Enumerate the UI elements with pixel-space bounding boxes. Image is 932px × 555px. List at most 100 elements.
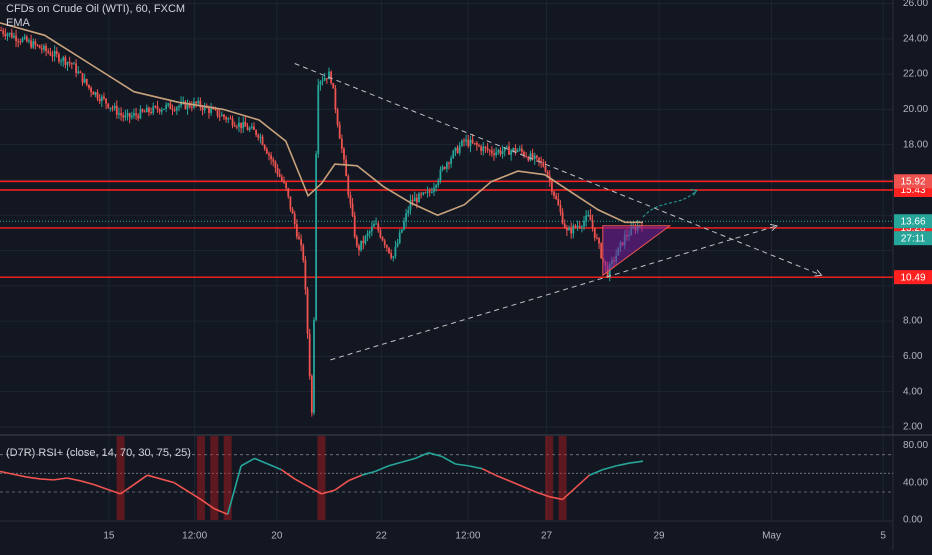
x-tick-label: 12:00 (182, 531, 207, 542)
candle-body (497, 150, 500, 153)
price-tag-text: 13.66 (900, 216, 925, 227)
candle-body (390, 253, 393, 258)
candle-body (109, 107, 112, 109)
x-tick-label: 12:00 (455, 531, 480, 542)
candle-body (178, 105, 180, 108)
candle-body (516, 150, 519, 152)
x-tick-label: 15 (103, 531, 115, 542)
candle-body (428, 191, 431, 193)
rsi-line-segment (495, 474, 510, 482)
candle-body (66, 62, 69, 65)
candle-body (332, 83, 335, 89)
candle-body (394, 246, 397, 257)
candle-body (430, 191, 433, 193)
candle-body (77, 71, 80, 73)
level-price-tag (894, 270, 932, 285)
rsi-y-tick-label: 40.00 (903, 477, 928, 488)
candle-body (4, 33, 7, 37)
rsi-oversold-band (210, 436, 219, 520)
x-tick-label: 22 (376, 531, 388, 542)
candle-body (38, 45, 41, 49)
candle-body (482, 146, 485, 151)
price-tag (894, 214, 932, 229)
candle-body (360, 240, 363, 251)
candle-body (111, 107, 114, 109)
rsi-line-segment (294, 478, 309, 488)
candle-body (308, 333, 311, 377)
candle-body (126, 113, 129, 116)
candle-body (28, 40, 30, 42)
candle-body (392, 256, 395, 258)
candle-body (420, 193, 423, 195)
candle-body (293, 213, 296, 225)
candle-body (96, 92, 99, 99)
candle-body (278, 174, 281, 177)
candle-body (280, 176, 283, 181)
rsi-line-segment (0, 470, 14, 476)
candle-body (145, 107, 148, 113)
ema-label: EMA (6, 17, 30, 29)
candle-body (190, 106, 193, 108)
candle-body (167, 103, 170, 105)
candle-body (148, 107, 150, 113)
triangle-pattern (602, 225, 672, 277)
candle-body (375, 223, 378, 225)
rsi-line-segment (481, 467, 496, 476)
candle-body (13, 35, 15, 38)
candle-body (248, 128, 251, 131)
candle-body (574, 225, 577, 228)
y-tick-label: 6.00 (903, 351, 923, 362)
candle-body (90, 87, 92, 93)
rsi-line-segment (267, 463, 282, 471)
rsi-line-segment (133, 474, 148, 486)
candle-body (17, 41, 20, 43)
candle-body (585, 215, 588, 222)
rsi-line-segment (106, 488, 121, 495)
candle-body (512, 148, 515, 151)
candle-body (130, 115, 133, 118)
rsi-line-segment (361, 470, 376, 476)
candle-body (240, 122, 243, 129)
candle-body (313, 319, 315, 413)
candle-body (265, 148, 268, 154)
rsi-line-segment (40, 478, 54, 481)
candle-body (398, 232, 401, 243)
candle-body (343, 148, 345, 160)
candle-body (30, 40, 32, 48)
rsi-line-segment (240, 457, 255, 467)
candle-body (171, 109, 174, 111)
candle-body (330, 71, 333, 84)
candle-body (272, 159, 275, 162)
candle-body (253, 126, 255, 131)
x-tick-label: 20 (271, 531, 283, 542)
candle-body (465, 139, 468, 142)
candle-body (349, 194, 352, 204)
candle-body (544, 166, 547, 172)
candle-body (323, 78, 326, 81)
candle-body (540, 160, 543, 163)
rsi-line-segment (200, 498, 215, 510)
candle-body (122, 115, 125, 118)
candle-body (426, 191, 429, 193)
candle-body (220, 114, 223, 117)
trendline (330, 225, 778, 361)
candle-body (105, 98, 107, 104)
candle-body (298, 236, 300, 240)
candle-body (255, 130, 258, 135)
candle-body (115, 105, 118, 115)
candle-body (362, 240, 365, 244)
candle-body (208, 107, 210, 114)
candle-body (325, 78, 328, 80)
candle-body (152, 106, 155, 113)
candle-body (388, 247, 390, 254)
candle-body (570, 228, 573, 234)
rsi-oversold-band (116, 436, 125, 520)
candle-body (302, 245, 305, 261)
candle-body (143, 111, 146, 113)
y-tick-label: 20.00 (903, 104, 928, 115)
candle-body (289, 196, 292, 210)
candle-body (218, 116, 221, 118)
candle-body (201, 107, 204, 111)
candle-body (210, 108, 213, 114)
